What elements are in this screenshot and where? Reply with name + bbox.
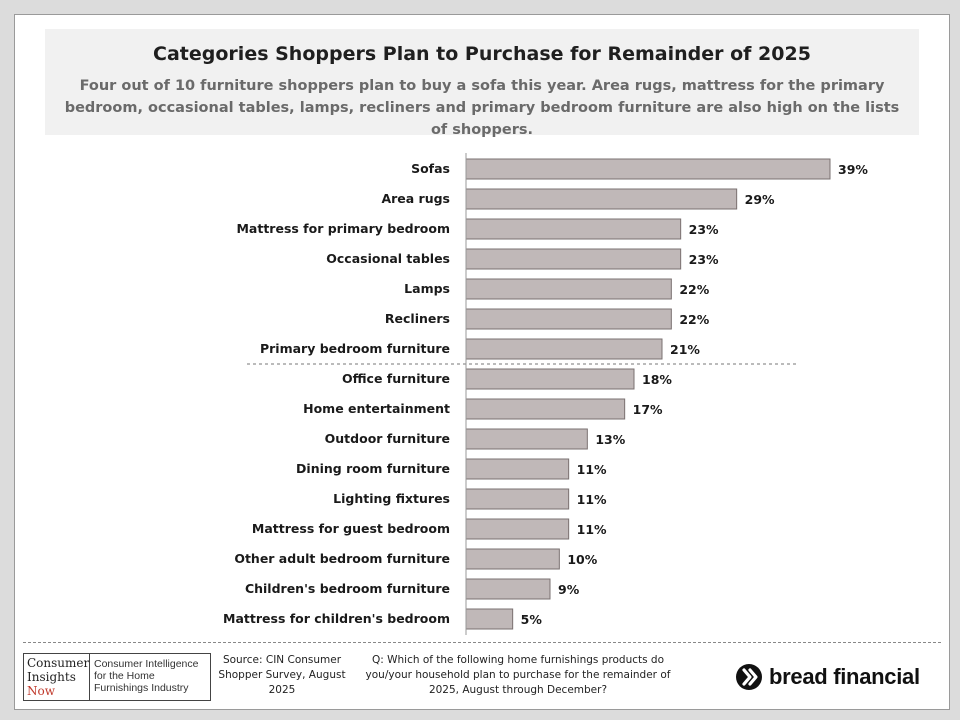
value-label: 11% <box>577 522 607 537</box>
value-label: 11% <box>577 462 607 477</box>
category-label: Lighting fixtures <box>333 491 450 506</box>
category-label: Other adult bedroom furniture <box>234 551 450 566</box>
bread-logo-text: bread financial <box>769 664 920 689</box>
bar <box>465 338 663 360</box>
cin-logo-wordmark: Consumer Insights Now <box>24 654 90 700</box>
category-label: Dining room furniture <box>296 461 450 476</box>
value-label: 13% <box>595 432 625 447</box>
bar <box>465 518 570 540</box>
category-label: Mattress for guest bedroom <box>252 521 450 536</box>
bar <box>465 398 626 420</box>
category-label: Home entertainment <box>303 401 450 416</box>
category-label: Occasional tables <box>326 251 450 266</box>
bar-chart: Sofas 39% Area rugs 29% Mattress for primary… <box>223 153 868 635</box>
value-label: 23% <box>689 222 719 237</box>
value-label: 22% <box>679 312 709 327</box>
bar <box>465 308 672 330</box>
category-label: Office furniture <box>342 371 450 386</box>
category-label: Mattress for primary bedroom <box>236 221 450 236</box>
value-label: 18% <box>642 372 672 387</box>
category-label: Outdoor furniture <box>325 431 450 446</box>
survey-question: Q: Which of the following home furnishin… <box>365 654 671 696</box>
bar <box>465 458 570 480</box>
category-label: Mattress for children's bedroom <box>223 611 450 626</box>
cin-logo-tagline: Consumer Intelligence for the Home Furni… <box>94 658 199 694</box>
category-label: Primary bedroom furniture <box>260 341 450 356</box>
chart-title: Categories Shoppers Plan to Purchase for… <box>153 43 811 65</box>
bar <box>465 248 682 270</box>
cin-logo: Consumer Insights Now Consumer Intellige… <box>23 653 211 701</box>
bar <box>465 548 560 570</box>
category-label: Lamps <box>404 281 450 296</box>
bread-financial-logo: bread financial <box>735 661 920 693</box>
slide: Categories Shoppers Plan to Purchase for… <box>14 14 950 710</box>
footer-divider <box>23 642 941 643</box>
category-label: Sofas <box>411 161 450 176</box>
bread-logo-icon <box>736 664 762 690</box>
category-label: Recliners <box>385 311 450 326</box>
source-note: Source: CIN Consumer Shopper Survey, Aug… <box>218 654 346 696</box>
value-label: 11% <box>577 492 607 507</box>
value-label: 5% <box>521 612 543 627</box>
value-label: 9% <box>558 582 580 597</box>
value-label: 17% <box>633 402 663 417</box>
bar <box>465 368 635 390</box>
bar <box>465 608 514 630</box>
value-label: 22% <box>679 282 709 297</box>
value-label: 10% <box>567 552 597 567</box>
category-label: Area rugs <box>381 191 450 206</box>
bar <box>465 488 570 510</box>
bar <box>465 278 672 300</box>
value-label: 29% <box>745 192 775 207</box>
value-label: 39% <box>838 162 868 177</box>
bar <box>465 218 682 240</box>
chart-subtitle: Four out of 10 furniture shoppers plan t… <box>64 78 900 138</box>
value-label: 21% <box>670 342 700 357</box>
bar <box>465 428 588 450</box>
category-label: Children's bedroom furniture <box>245 581 450 596</box>
bar <box>465 188 738 210</box>
header-box: Categories Shoppers Plan to Purchase for… <box>45 29 919 138</box>
bar <box>465 578 551 600</box>
bar <box>465 158 831 180</box>
value-label: 23% <box>689 252 719 267</box>
